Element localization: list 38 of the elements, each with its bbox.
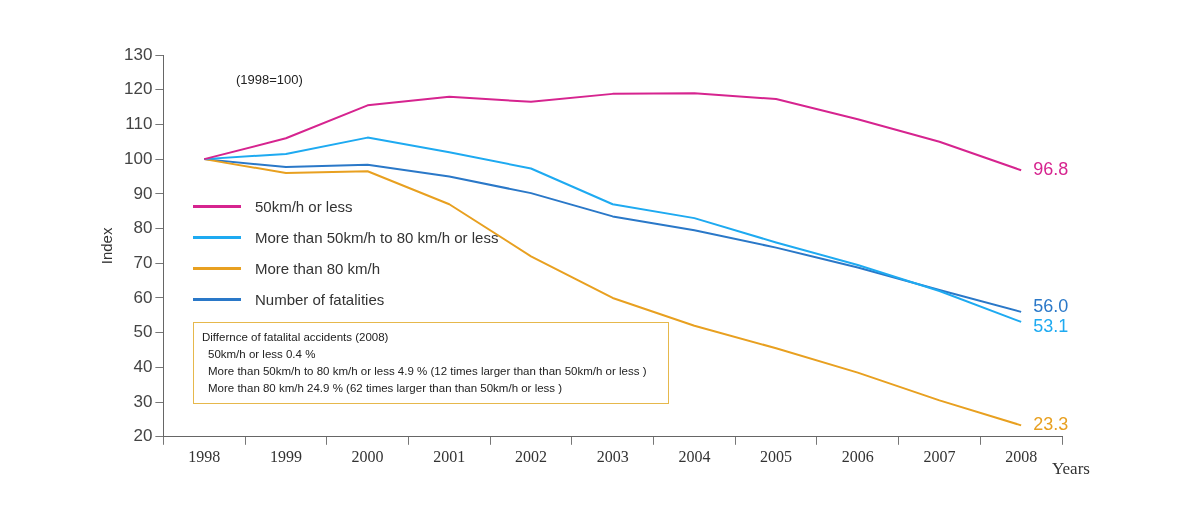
y-tick-label: 60 (133, 287, 153, 307)
y-tick-label: 30 (133, 391, 153, 411)
legend-label: 50km/h or less (255, 198, 353, 215)
annotation: More than 80 km/h 24.9 % (62 times larger than than 50km/h or less ) (207, 381, 564, 396)
legend-label: More than 50km/h to 80 km/h or less (255, 229, 499, 246)
annotation: More than 50km/h to 80 km/h or less 4.9 % (12 times larger than than 50km/h or less ) (207, 364, 648, 379)
x-tick-label: 2003 (596, 447, 629, 465)
legend-label: Number of fatalities (255, 291, 385, 308)
data-label: 23.3 (1033, 414, 1069, 435)
annotation: 50km/h or less 0.4 % (207, 347, 317, 362)
annotation: (1998=100) (236, 72, 303, 87)
data-label: 56.0 (1033, 295, 1069, 316)
y-tick-label: 70 (133, 252, 153, 272)
x-tick-label: 2004 (678, 447, 711, 465)
y-tick-label: 40 (133, 357, 153, 377)
x-tick-label: 2005 (760, 447, 793, 465)
y-tick-label: 80 (133, 218, 153, 238)
x-tick-label: 2001 (433, 447, 466, 465)
y-axis-title: Index (98, 227, 116, 265)
y-tick-label: 100 (123, 148, 153, 168)
legend-label: More than 80 km/h (255, 260, 381, 277)
x-axis-title: Years (1052, 459, 1090, 479)
annotation: Differnce of fatalital accidents (2008) (202, 330, 390, 345)
data-label: 53.1 (1033, 315, 1069, 336)
y-tick-label: 120 (123, 79, 153, 99)
x-tick-label: 2007 (923, 447, 956, 465)
y-tick-label: 20 (133, 426, 153, 446)
y-tick-label: 50 (133, 322, 153, 342)
x-tick-label: 2000 (351, 447, 384, 465)
x-tick-label: 1998 (188, 447, 221, 465)
y-tick-label: 110 (125, 114, 153, 134)
x-tick-label: 2006 (841, 447, 874, 465)
data-label: 96.8 (1033, 159, 1069, 180)
x-tick-label: 2002 (514, 447, 547, 465)
x-tick-label: 1999 (269, 447, 302, 465)
y-tick-label: 90 (133, 183, 153, 203)
y-tick-label: 130 (123, 44, 153, 64)
x-tick-label: 2008 (1005, 447, 1038, 465)
